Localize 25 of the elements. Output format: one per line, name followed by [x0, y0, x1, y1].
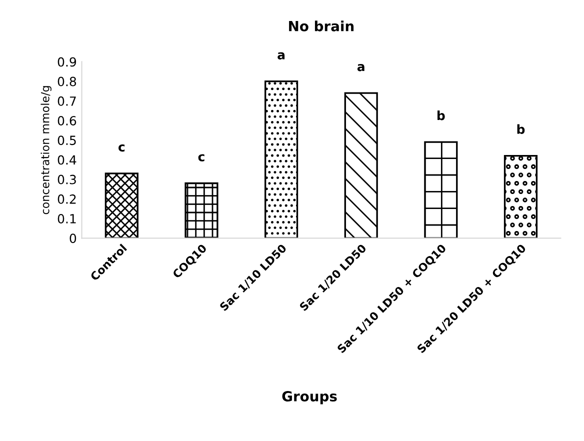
y-tick-label: 0.9 [58, 57, 76, 67]
bar [424, 141, 458, 238]
y-tick-label: 0.7 [58, 96, 76, 106]
y-tick-label: 0.5 [58, 136, 76, 146]
y-tick-label: 0 [70, 234, 76, 244]
bar [264, 80, 298, 238]
y-tick-label: 0.8 [58, 76, 76, 86]
bar [184, 182, 218, 238]
annotation: c [198, 154, 204, 162]
annotation: a [278, 52, 285, 60]
annotation: a [357, 64, 364, 72]
y-tick-label: 0.4 [58, 155, 76, 165]
y-tick-label: 0.6 [58, 116, 76, 126]
bar [344, 92, 378, 238]
x-axis-title: Groups [282, 391, 337, 404]
chart-title: No brain [289, 20, 354, 32]
y-tick-label: 0.1 [58, 214, 76, 224]
y-tick-label: 0.2 [58, 194, 76, 204]
annotation: b [437, 110, 445, 120]
annotation: c [118, 144, 125, 152]
bar [104, 172, 138, 238]
bar [504, 154, 538, 238]
y-axis-title: concentration mmole/g [40, 86, 52, 214]
y-tick-label: 0.3 [58, 174, 76, 184]
annotation: b [517, 124, 525, 134]
